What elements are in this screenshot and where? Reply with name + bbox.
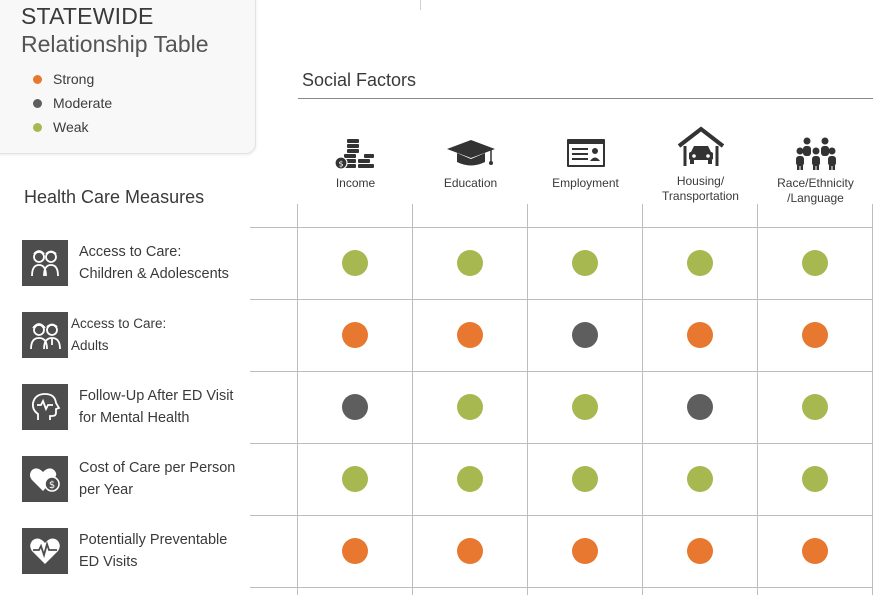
relationship-dot-moderate	[687, 394, 713, 420]
grid-line	[872, 204, 873, 595]
relationship-dot-strong	[342, 322, 368, 348]
relationship-dot-weak	[572, 466, 598, 492]
relationship-dot-moderate	[572, 322, 598, 348]
legend-item-strong: Strong	[33, 67, 112, 91]
legend-label: Moderate	[53, 95, 113, 111]
column-header-income: $ Income	[298, 130, 413, 191]
column-label: Education	[443, 176, 498, 190]
relationship-dot-weak	[572, 394, 598, 420]
grid-line	[412, 204, 413, 595]
column-label: Income	[335, 176, 376, 190]
children-icon	[22, 240, 68, 286]
relationship-dot-strong	[802, 322, 828, 348]
row-header-access-adults: Access to Care: Adults	[22, 311, 166, 359]
relationship-dot-weak	[342, 466, 368, 492]
grid-line	[527, 204, 528, 595]
grid-line	[757, 204, 758, 595]
relationship-dot-moderate	[342, 394, 368, 420]
grid-line	[297, 204, 298, 595]
svg-text:$: $	[49, 480, 55, 491]
heart-dollar-icon: $	[22, 456, 68, 502]
row-label: Access to Care: Children & Adolescents	[79, 244, 229, 282]
relationship-dot-weak	[572, 250, 598, 276]
relationship-dot-strong	[342, 538, 368, 564]
relationship-dot-strong	[457, 538, 483, 564]
grid-line	[642, 204, 643, 595]
people-group-icon	[758, 130, 873, 170]
column-header-education: Education	[413, 130, 528, 191]
column-label: Race/Ethnicity /Language	[777, 176, 854, 205]
heart-pulse-icon	[22, 528, 68, 574]
relationship-dot-weak	[457, 394, 483, 420]
social-factors-title: Social Factors	[302, 70, 417, 90]
relationship-dot-weak	[802, 250, 828, 276]
id-card-icon	[528, 130, 643, 170]
column-header-housing: Housing/ Transportation	[643, 126, 758, 204]
relationship-dot-weak	[687, 466, 713, 492]
relationship-dot-strong	[802, 538, 828, 564]
relationship-dot-weak	[342, 250, 368, 276]
row-header-follow-up: Follow-Up After ED Visit for Mental Heal…	[22, 383, 233, 431]
head-heartbeat-icon	[22, 384, 68, 430]
relationship-dot-weak	[687, 250, 713, 276]
svg-text:$: $	[338, 160, 343, 169]
graduation-cap-icon	[413, 130, 528, 170]
legend-dot-strong	[33, 74, 42, 84]
grid-line	[250, 587, 873, 588]
relationship-dot-weak	[457, 466, 483, 492]
row-label: Access to Care: Adults	[71, 316, 167, 353]
legend-dot-weak	[33, 122, 42, 132]
column-header-employment: Employment	[528, 130, 643, 191]
grid-line	[250, 443, 873, 444]
grid-line	[250, 515, 873, 516]
legend-list: Strong Moderate Weak	[33, 67, 112, 139]
legend-label: Strong	[53, 71, 95, 87]
relationship-dot-strong	[457, 322, 483, 348]
legend-label: Weak	[53, 119, 89, 135]
divider	[420, 0, 421, 10]
coins-icon: $	[298, 130, 413, 170]
relationship-dot-weak	[457, 250, 483, 276]
legend-item-weak: Weak	[33, 115, 112, 139]
adults-icon	[22, 312, 68, 358]
column-label: Housing/ Transportation	[662, 174, 739, 203]
relationship-dot-strong	[687, 322, 713, 348]
relationship-dot-strong	[572, 538, 598, 564]
grid-line	[250, 299, 873, 300]
row-header-preventable-ed: Potentially Preventable ED Visits	[22, 527, 227, 575]
column-label: Employment	[552, 176, 619, 190]
row-label: Potentially Preventable ED Visits	[79, 532, 228, 570]
column-header-race: Race/Ethnicity /Language	[758, 130, 873, 206]
relationship-dot-strong	[687, 538, 713, 564]
legend-dot-moderate	[33, 98, 42, 108]
relationship-dot-weak	[802, 466, 828, 492]
legend-card: STATEWIDE Relationship Table Strong Mode…	[0, 0, 256, 154]
grid-line	[250, 371, 873, 372]
house-car-icon	[643, 126, 758, 168]
row-header-access-children: Access to Care: Children & Adolescents	[22, 239, 229, 287]
row-header-cost-of-care: $ Cost of Care per Person per Year	[22, 455, 235, 503]
section-divider	[298, 98, 873, 99]
health-care-measures-title: Health Care Measures	[24, 187, 205, 207]
legend-subtitle: Relationship Table	[21, 31, 209, 57]
relationship-dot-weak	[802, 394, 828, 420]
grid-line	[250, 227, 873, 228]
row-label: Follow-Up After ED Visit for Mental Heal…	[79, 388, 234, 426]
legend-item-moderate: Moderate	[33, 91, 112, 115]
legend-title: STATEWIDE	[21, 3, 154, 29]
row-label: Cost of Care per Person per Year	[79, 460, 236, 498]
